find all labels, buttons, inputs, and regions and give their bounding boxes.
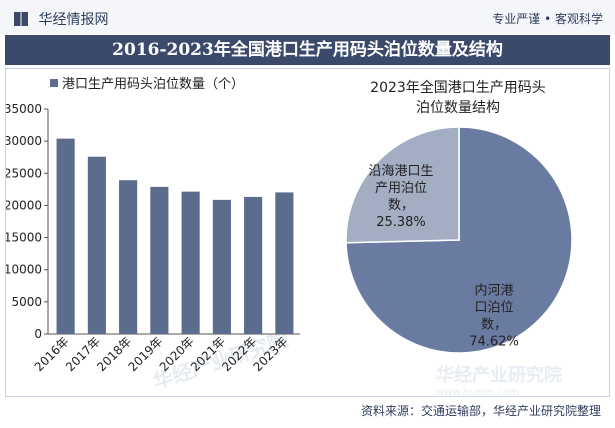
chart-panel: 华经产业研究院 华经产业研究院 www.huaon.com 港口生产用码头泊位数量（个…: [5, 68, 610, 397]
bar: [244, 196, 263, 334]
pie-slice-label: 产用泊位: [375, 181, 427, 196]
y-tick-label: 5000: [11, 295, 42, 309]
pie-slice-label: 沿海港口生: [368, 164, 433, 179]
bar: [181, 191, 200, 334]
page-title: 2016-2023年全国港口生产用码头泊位数量及结构: [5, 35, 610, 65]
slogan: 专业严谨 • 客观科学: [492, 12, 603, 26]
y-tick-label: 15000: [6, 231, 42, 245]
top-bar: 华经情报网 专业严谨 • 客观科学: [0, 0, 615, 34]
bar: [87, 156, 106, 334]
watermark-text: 华经产业研究院: [436, 364, 562, 386]
bar: [150, 186, 169, 334]
pie-slice-label: 口泊位: [475, 300, 514, 315]
logo-icon: [14, 12, 28, 26]
pie-slice-label: 内河港: [475, 282, 514, 298]
logo-text: 华经情报网: [38, 12, 109, 28]
y-tick-label: 20000: [6, 198, 42, 212]
pie-slice-label: 25.38%: [376, 215, 426, 230]
bar: [275, 192, 294, 334]
chart-canvas: 华经产业研究院 华经产业研究院www.huaon.com港口生产用码头泊位数量（个…: [6, 77, 573, 396]
legend-label: 港口生产用码头泊位数量（个）: [62, 77, 244, 92]
pie-slice-label: 74.62%: [469, 334, 519, 349]
bar: [56, 138, 75, 334]
pie-title-line2: 泊位数量结构: [416, 100, 500, 116]
bar: [212, 199, 231, 334]
legend-swatch: [50, 79, 58, 87]
pie-title-line1: 2023年全国港口生产用码头: [370, 79, 546, 96]
site-logo[interactable]: 华经情报网: [14, 9, 108, 29]
footer: 资料来源：交通运输部，华经产业研究院整理: [0, 397, 615, 428]
y-tick-label: 35000: [6, 102, 42, 116]
pie-slice-label: 数，: [388, 198, 414, 213]
y-tick-label: 25000: [6, 166, 42, 180]
y-tick-label: 30000: [6, 134, 42, 148]
y-tick-label: 0: [34, 327, 42, 341]
pie-slice: [345, 126, 460, 244]
y-tick-label: 10000: [6, 263, 42, 277]
pie-slice-label: 数，: [481, 317, 507, 332]
watermark-url: www.huaon.com: [436, 387, 519, 396]
bar: [119, 180, 138, 334]
source-note: 资料来源：交通运输部，华经产业研究院整理: [360, 404, 601, 418]
